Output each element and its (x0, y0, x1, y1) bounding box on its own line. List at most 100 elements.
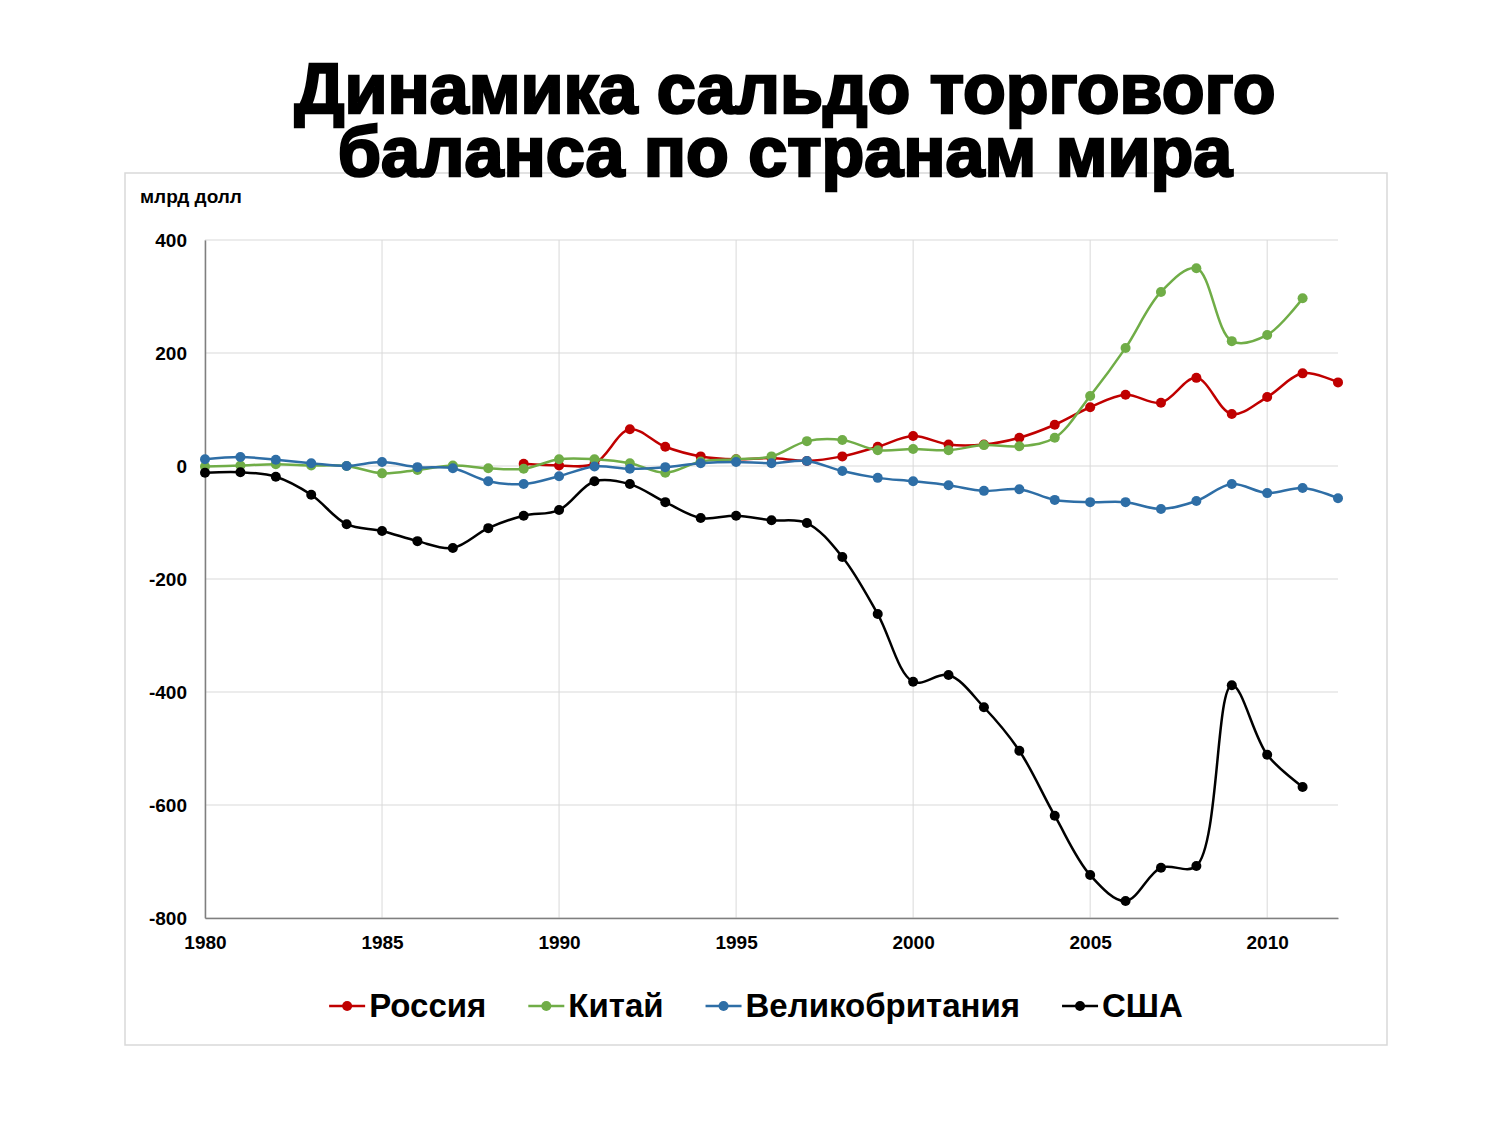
y-grid-line (205, 805, 1338, 806)
series-marker (306, 490, 316, 500)
series-marker (1156, 287, 1166, 297)
series-marker (1156, 863, 1166, 873)
chart-frame (125, 173, 1387, 1045)
series-marker (342, 461, 352, 471)
x-tick-label: 1980 (184, 932, 226, 953)
series-marker (1121, 343, 1131, 353)
series-marker (1085, 497, 1095, 507)
x-grid-line (559, 240, 560, 918)
series-marker (1298, 293, 1308, 303)
series-marker (1050, 420, 1060, 430)
series-marker (1262, 750, 1272, 760)
series-marker (660, 462, 670, 472)
y-grid-line (205, 579, 1338, 580)
series-marker (554, 454, 564, 464)
series-marker (235, 452, 245, 462)
series-marker (1085, 402, 1095, 412)
y-grid-line (205, 918, 1338, 919)
series-marker (1227, 336, 1237, 346)
series-marker (589, 476, 599, 486)
series-marker (944, 445, 954, 455)
series-line (524, 373, 1338, 466)
series-marker (1121, 390, 1131, 400)
x-tick: 1990 (538, 918, 580, 953)
series-marker (1121, 896, 1131, 906)
series-marker (1262, 488, 1272, 498)
series-marker (873, 473, 883, 483)
series-marker (1014, 484, 1024, 494)
series-marker (802, 436, 812, 446)
series-marker (271, 472, 281, 482)
series-marker (412, 536, 422, 546)
y-tick: 400 (155, 230, 205, 251)
series-marker (908, 431, 918, 441)
legend-label: Великобритания (746, 987, 1021, 1024)
y-tick: 200 (155, 343, 205, 364)
series-marker (731, 457, 741, 467)
series-line (205, 457, 1338, 509)
series-marker (483, 523, 493, 533)
series-marker (767, 515, 777, 525)
legend-item: Россия (329, 987, 486, 1024)
series-marker (731, 511, 741, 521)
y-tick-label: -800 (149, 908, 187, 929)
legend: РоссияКитайВеликобританияСША (329, 987, 1183, 1024)
series-marker (1333, 377, 1343, 387)
series-marker (1156, 504, 1166, 514)
x-tick: 1985 (361, 918, 404, 953)
x-grid-line (1267, 240, 1268, 918)
y-tick-label: 0 (176, 456, 187, 477)
series-marker (412, 462, 422, 472)
x-tick: 1995 (715, 918, 758, 953)
series-marker (696, 513, 706, 523)
series-marker (837, 451, 847, 461)
x-tick: 1980 (184, 918, 226, 953)
x-tick-label: 1995 (715, 932, 758, 953)
y-grid-line (205, 692, 1338, 693)
series-marker (235, 467, 245, 477)
x-tick-label: 2005 (1070, 932, 1113, 953)
series-line (205, 472, 1303, 901)
series-marker (625, 424, 635, 434)
series-marker (1085, 391, 1095, 401)
series-marker (200, 468, 210, 478)
series-marker (837, 435, 847, 445)
y-tick-label: -400 (149, 682, 187, 703)
series-marker (377, 468, 387, 478)
x-axis: 1980198519901995200020052010 (184, 918, 1338, 953)
series-marker (837, 466, 847, 476)
series-marker (979, 440, 989, 450)
series-marker (802, 456, 812, 466)
y-tick-label: 200 (155, 343, 187, 364)
series-marker (944, 480, 954, 490)
series-marker (554, 505, 564, 515)
y-tick: -200 (149, 569, 205, 590)
x-tick: 2005 (1070, 918, 1113, 953)
series-marker (802, 518, 812, 528)
x-tick-label: 1985 (361, 932, 404, 953)
y-grid-line (205, 240, 1338, 241)
series-marker (448, 463, 458, 473)
series-marker (944, 670, 954, 680)
chart: Динамика сальдо торговогобаланса по стра… (0, 0, 1500, 1125)
series-marker (377, 526, 387, 536)
series-marker (377, 457, 387, 467)
x-grid-line (913, 240, 914, 918)
legend-item: США (1062, 987, 1183, 1024)
y-grid-line (205, 353, 1338, 354)
y-tick-label: 400 (155, 230, 187, 251)
series-marker (589, 462, 599, 472)
y-tick: -800 (149, 908, 205, 929)
series-marker (979, 486, 989, 496)
x-tick: 2000 (892, 918, 934, 953)
series-marker (625, 479, 635, 489)
series-marker (306, 458, 316, 468)
x-tick-label: 2000 (892, 932, 934, 953)
series-marker (660, 442, 670, 452)
series-marker (1191, 861, 1201, 871)
x-grid-line (736, 240, 737, 918)
series-marker (873, 609, 883, 619)
series-marker (1298, 483, 1308, 493)
series-marker (519, 479, 529, 489)
series-marker (1050, 433, 1060, 443)
